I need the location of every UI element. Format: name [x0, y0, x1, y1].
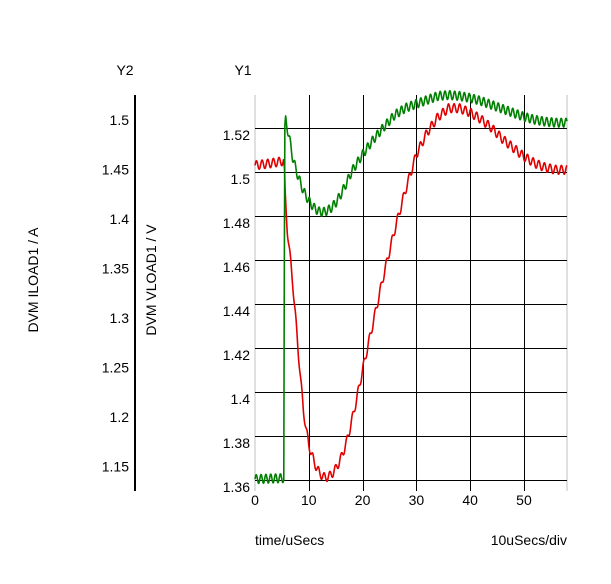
y1-axis-title: Y1 — [234, 62, 251, 78]
x-axis-scale-label: 10uSecs/div — [491, 532, 567, 548]
y2-tick-label: 1.35 — [102, 260, 129, 276]
y2-tick-label: 1.15 — [102, 458, 129, 474]
series-iload1-line — [254, 89, 568, 485]
x-tick-label: 50 — [516, 492, 532, 508]
x-tick-label: 0 — [251, 492, 259, 508]
y2-tick-label: 1.3 — [110, 310, 130, 326]
y2-axis-title: Y2 — [116, 62, 133, 78]
y1-axis-label: DVM VLOAD1 / V — [143, 224, 159, 336]
y1-tick-label: 1.5 — [231, 171, 251, 187]
y1-tick-label: 1.38 — [223, 435, 250, 451]
y2-tick-label: 1.2 — [110, 409, 130, 425]
y1-tick-label: 1.36 — [223, 479, 250, 495]
y1-tick-label: 1.52 — [223, 127, 250, 143]
y1-tick-label: 1.44 — [223, 303, 250, 319]
x-tick-label: 20 — [355, 492, 371, 508]
y1-tick-label: 1.42 — [223, 347, 250, 363]
y1-tick-label: 1.4 — [231, 391, 251, 407]
y2-tick-label: 1.25 — [102, 359, 129, 375]
tick-labels: 0 10 20 30 40 50 1.36 1.38 1.4 1.42 1.44 1.46 1.48 1.… — [102, 112, 532, 508]
y2-tick-label: 1.45 — [102, 161, 129, 177]
grid — [254, 95, 568, 491]
series-vload1-line — [254, 103, 568, 483]
y1-tick-label: 1.46 — [223, 259, 250, 275]
y2-tick-label: 1.4 — [110, 211, 130, 227]
y2-axis-label: DVM ILOAD1 / A — [25, 227, 41, 333]
x-tick-label: 30 — [409, 492, 425, 508]
y1-tick-label: 1.48 — [223, 215, 250, 231]
series — [254, 89, 568, 485]
x-tick-label: 40 — [462, 492, 478, 508]
x-tick-label: 10 — [301, 492, 317, 508]
x-axis-label: time/uSecs — [255, 532, 324, 548]
y2-tick-label: 1.5 — [110, 112, 130, 128]
